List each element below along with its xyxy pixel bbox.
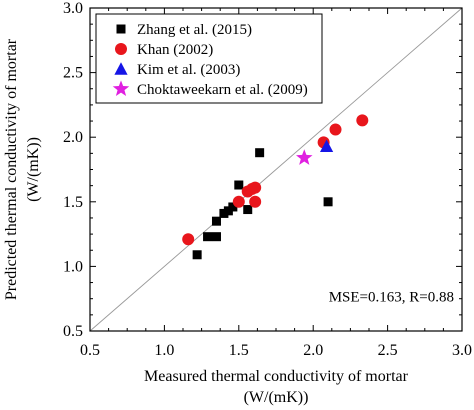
data-point: [323, 197, 333, 207]
data-point: [211, 216, 221, 226]
stats-annotation: MSE=0.163, R=0.88: [329, 289, 454, 305]
data-point: [255, 148, 265, 158]
data-point: [319, 139, 334, 152]
x-tick-label: 2.5: [378, 342, 398, 359]
data-point: [329, 123, 342, 136]
data-point: [192, 250, 202, 260]
x-tick-label: 0.5: [80, 342, 100, 359]
legend-marker: [115, 43, 127, 55]
data-point: [182, 233, 195, 246]
legend-marker: [112, 80, 130, 97]
data-point: [203, 232, 213, 242]
y-tick-label: 3.0: [63, 0, 83, 17]
data-point: [232, 195, 245, 208]
x-tick-label: 2.0: [303, 342, 323, 359]
data-point: [211, 232, 221, 242]
data-point: [243, 205, 253, 215]
x-tick-label: 1.5: [229, 342, 249, 359]
x-axis-label: Measured thermal conductivity of mortar: [144, 368, 409, 385]
legend-label: Kim et al. (2003): [137, 62, 240, 78]
data-point: [228, 202, 238, 212]
legend-label: Zhang et al. (2015): [137, 22, 252, 38]
legend: Zhang et al. (2015) Khan (2002) Kim et al.…: [95, 13, 323, 104]
y-axis-label: Predicted thermal conductivity of mortar: [3, 38, 20, 300]
data-point: [249, 181, 262, 194]
x-axis-unit: (W/(mK)): [244, 389, 309, 406]
y-tick-label: 2.5: [63, 65, 83, 82]
y-tick-label: 1.0: [63, 258, 83, 275]
axis-ticks: 0.5 1.0 1.5 2.0 2.5 3.0 0.5 1.0 1.5 2.0 2.5 3.0: [63, 0, 472, 359]
x-tick-label: 1.0: [154, 342, 174, 359]
y-tick-label: 2.0: [63, 129, 83, 146]
data-points: [182, 114, 369, 260]
y-tick-label: 1.5: [63, 194, 83, 211]
legend-marker: [114, 62, 128, 75]
data-point: [234, 180, 244, 190]
legend-label: Khan (2002): [137, 42, 213, 58]
y-tick-label: 0.5: [63, 323, 83, 340]
data-point: [249, 195, 262, 208]
x-tick-label: 3.0: [452, 342, 472, 359]
data-point: [296, 149, 313, 165]
data-point: [356, 114, 369, 127]
y-axis-unit: (W/(mK)): [25, 137, 42, 202]
legend-marker: [116, 24, 126, 34]
legend-box: [95, 13, 323, 104]
reference-line: [89, 7, 463, 332]
legend-label: Choktaweekarn et al. (2009): [137, 82, 308, 98]
